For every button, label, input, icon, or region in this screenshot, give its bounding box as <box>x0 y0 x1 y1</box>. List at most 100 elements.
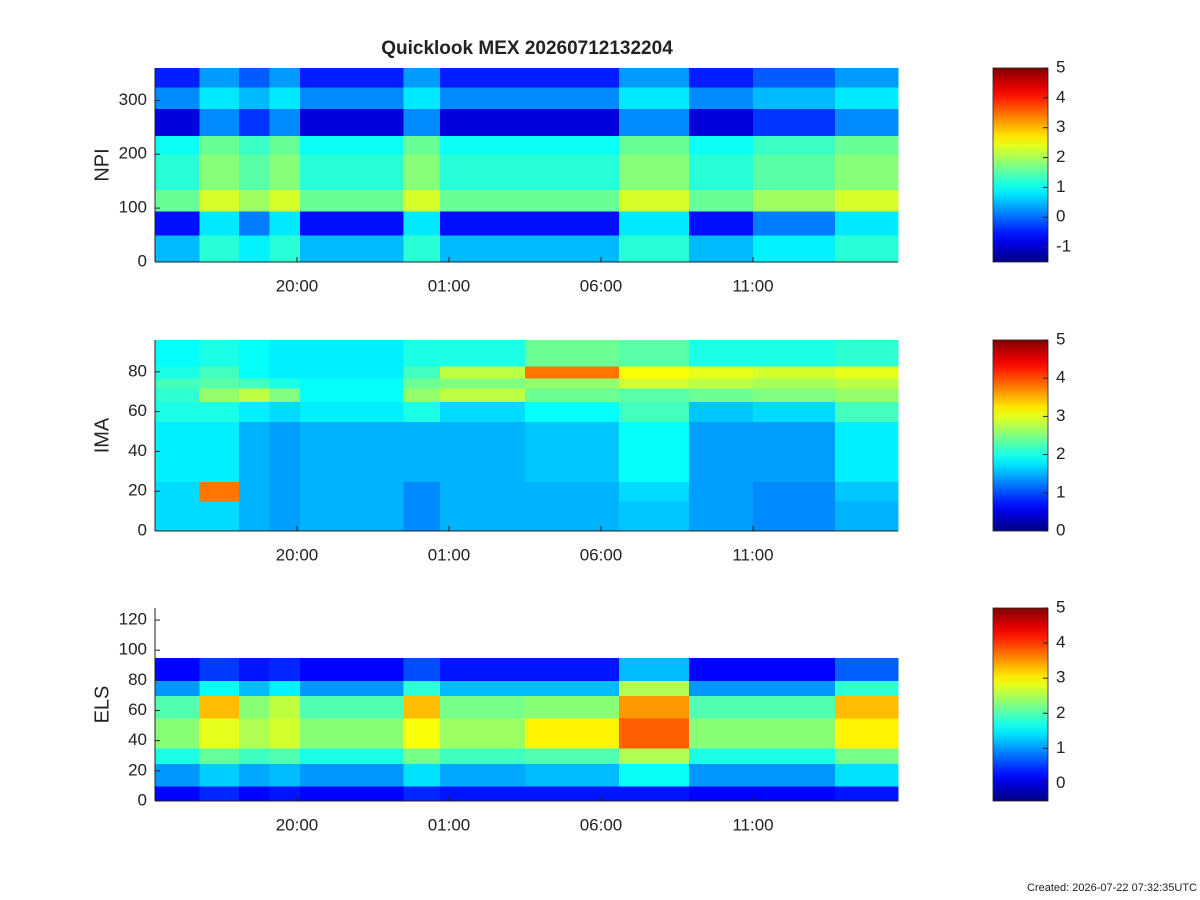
colorbar <box>992 67 1049 263</box>
y-tick-label: 40 <box>128 441 147 460</box>
heat-cell <box>199 108 240 136</box>
heat-cell <box>689 210 754 236</box>
heat-cell <box>269 135 301 155</box>
colorbar-tick-label: 1 <box>1056 482 1065 501</box>
heat-cell <box>524 680 620 696</box>
heat-cell <box>835 340 899 367</box>
heat-cell <box>835 680 899 696</box>
heat-cell <box>300 718 404 749</box>
heat-cell <box>300 421 404 482</box>
heat-cell <box>403 365 441 379</box>
heat-cell <box>439 421 526 482</box>
heat-cell <box>689 695 754 719</box>
heat-cell <box>524 340 620 367</box>
heat-cell <box>403 785 441 802</box>
colorbar-tick-label: 0 <box>1056 520 1065 539</box>
heat-cell <box>752 501 836 532</box>
heat-cell <box>269 189 301 212</box>
heat-cell <box>155 785 201 802</box>
heat-cell <box>269 421 301 482</box>
heat-cell <box>199 763 240 787</box>
heat-cell <box>300 68 404 88</box>
heat-cell <box>439 235 526 263</box>
heat-cell <box>269 680 301 696</box>
colorbar-tick-label: 0 <box>1056 207 1065 226</box>
heat-cell <box>300 86 404 109</box>
heat-cell <box>689 365 754 379</box>
heat-cell <box>403 695 441 719</box>
colorbar-tick-label: 4 <box>1056 368 1065 387</box>
x-tick-label: 20:00 <box>276 276 319 295</box>
colorbar-tick-label: -1 <box>1056 237 1071 256</box>
heat-cell <box>403 108 441 136</box>
colorbar-tick-label: 5 <box>1056 57 1065 76</box>
heat-cell <box>752 189 836 212</box>
colorbar-tick-label: 4 <box>1056 633 1065 652</box>
y-tick-label: 60 <box>128 401 147 420</box>
heat-cell <box>300 785 404 802</box>
heat-cell <box>155 108 201 136</box>
colorbar <box>992 339 1049 532</box>
heat-cell <box>439 86 526 109</box>
heat-cell <box>439 135 526 155</box>
y-tick-label: 120 <box>119 610 147 629</box>
heat-cell <box>619 680 690 696</box>
colorbar-tick-label: 3 <box>1056 117 1065 136</box>
heat-cell <box>155 135 201 155</box>
heat-cell <box>300 340 404 367</box>
heat-cell <box>619 108 690 136</box>
heat-cell <box>689 108 754 136</box>
heat-cell <box>199 748 240 764</box>
heat-cell <box>835 108 899 136</box>
heat-cell <box>752 718 836 749</box>
heat-cell <box>524 377 620 389</box>
heat-cell <box>619 154 690 190</box>
colorbar-tick-label: 5 <box>1056 329 1065 348</box>
heat-cell <box>619 340 690 367</box>
colorbar-tick-label: 2 <box>1056 444 1065 463</box>
heat-cell <box>199 189 240 212</box>
heat-cell <box>239 695 271 719</box>
heat-cell <box>619 481 690 502</box>
y-axis-label: ELS <box>91 686 113 724</box>
heat-cell <box>239 501 271 532</box>
heat-cell <box>269 501 301 532</box>
heat-cell <box>619 68 690 88</box>
heat-cell <box>752 377 836 389</box>
heat-cell <box>835 387 899 403</box>
heat-cell <box>752 421 836 482</box>
heat-cell <box>300 680 404 696</box>
heat-cell <box>300 748 404 764</box>
heat-cell <box>403 481 441 502</box>
y-tick-label: 100 <box>119 198 147 217</box>
heat-cell <box>524 108 620 136</box>
heat-cell <box>239 387 271 403</box>
colorbar-tick-label: 2 <box>1056 147 1065 166</box>
x-tick-label: 20:00 <box>276 815 319 834</box>
heat-cell <box>689 748 754 764</box>
y-tick-label: 40 <box>128 730 147 749</box>
heat-cell <box>300 154 404 190</box>
heat-cell <box>524 785 620 802</box>
heat-cell <box>835 785 899 802</box>
heat-cell <box>300 695 404 719</box>
heat-cell <box>403 501 441 532</box>
heat-cell <box>199 154 240 190</box>
heat-cell <box>239 657 271 681</box>
heat-cell <box>155 695 201 719</box>
heat-cell <box>300 401 404 423</box>
y-tick-label: 20 <box>128 481 147 500</box>
heat-cell <box>300 189 404 212</box>
heat-cell <box>155 680 201 696</box>
heat-cell <box>269 108 301 136</box>
heat-cell <box>199 785 240 802</box>
heat-cell <box>155 481 201 502</box>
heat-cell <box>269 68 301 88</box>
heat-cell <box>239 680 271 696</box>
heat-cell <box>239 189 271 212</box>
heat-cell <box>752 748 836 764</box>
heat-cell <box>689 86 754 109</box>
heat-cell <box>689 340 754 367</box>
heat-cell <box>155 421 201 482</box>
